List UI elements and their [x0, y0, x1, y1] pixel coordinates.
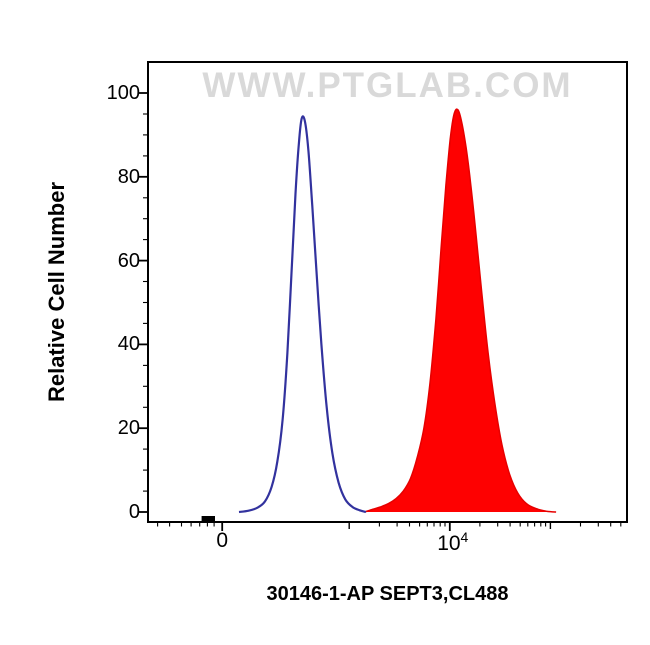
y-tick-label: 100 [106, 82, 140, 104]
x-tick-label-zero: 0 [216, 529, 229, 552]
series-sample-line [364, 108, 557, 513]
y-axis-label: Relative Cell Number [44, 181, 69, 403]
y-tick-label: 0 [128, 501, 140, 523]
y-tick-label: 20 [117, 417, 140, 440]
axis-baseline-blip [201, 516, 215, 522]
y-tick-labels: 0 20 40 60 80 100 [98, 0, 140, 645]
x-log-base: 10 [437, 532, 461, 555]
plot-border [147, 61, 628, 523]
y-tick-label: 40 [117, 333, 140, 356]
y-tick-label: 80 [117, 165, 140, 188]
x-tick-label-log: 104 [428, 529, 478, 556]
ptglab-watermark: WWW.PTGLAB.COM [202, 66, 573, 105]
series-control-line [238, 115, 367, 514]
y-tick-label: 60 [117, 249, 140, 272]
figure-caption: 30146-1-AP SEPT3,CL488 [266, 583, 509, 605]
series-sample-fill [364, 109, 557, 513]
x-log-exponent: 4 [460, 529, 469, 545]
